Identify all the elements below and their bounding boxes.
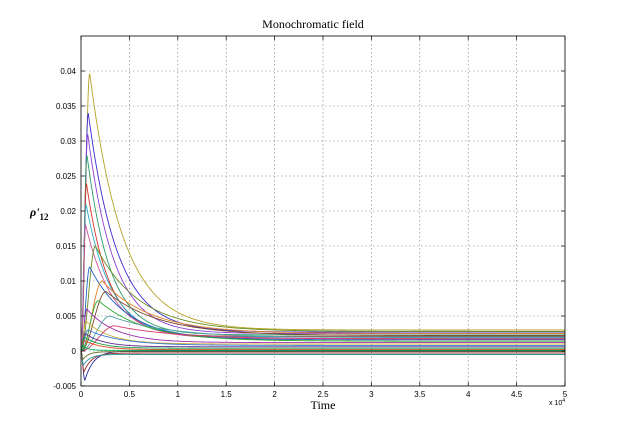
y-tick-label: 0.015: [56, 242, 77, 251]
x-tick-label: 5: [563, 390, 568, 399]
series-line-10: [81, 280, 565, 352]
series-line-12: [81, 300, 565, 352]
x-axis-exponent-base: x 10: [549, 400, 562, 407]
x-tick-label: 3: [369, 390, 374, 399]
series-line-11: [81, 291, 565, 352]
y-tick-label: 0.035: [56, 102, 77, 111]
x-tick-label: 2.5: [317, 390, 329, 399]
series-line-2: [80, 113, 565, 352]
x-tick-label: 0: [79, 390, 84, 399]
x-tick-label: 1.5: [221, 390, 233, 399]
y-axis-label-subscript: 12: [40, 212, 50, 222]
x-tick-label: 0.5: [124, 390, 136, 399]
series-line-14: [81, 315, 565, 352]
y-tick-label: 0.01: [60, 277, 76, 286]
series-line-1: [80, 73, 565, 352]
chart-title: Monochromatic field: [262, 17, 364, 31]
series-line-16: [81, 325, 565, 352]
y-axis-label-symbol: ρ': [29, 205, 40, 219]
series-layer: [80, 73, 565, 381]
x-axis-exponent: x 104: [549, 398, 565, 407]
y-tick-label: -0.005: [53, 382, 76, 391]
series-line-17: [80, 329, 565, 352]
series-line-25: [80, 344, 565, 352]
series-line-23: [80, 350, 565, 366]
y-tick-label: 0.025: [56, 172, 77, 181]
series-line-18: [80, 333, 565, 352]
series-line-13: [80, 308, 565, 352]
series-line-21: [80, 350, 565, 381]
x-tick-label: 4.5: [511, 390, 523, 399]
y-tick-label: 0.04: [60, 67, 76, 76]
x-tick-label: 1: [176, 390, 181, 399]
series-line-8: [80, 245, 565, 352]
x-tick-label: 3.5: [414, 390, 426, 399]
x-axis-exponent-power: 4: [562, 398, 565, 404]
series-line-15: [80, 320, 565, 352]
y-tick-label: 0.005: [56, 312, 77, 321]
series-line-9: [80, 266, 565, 352]
x-tick-label: 4: [466, 390, 471, 399]
y-axis-label: ρ'12: [29, 205, 49, 222]
series-line-24: [80, 350, 565, 361]
series-line-20: [80, 340, 565, 352]
x-tick-label: 2: [272, 390, 277, 399]
x-axis-label: Time: [311, 398, 336, 412]
y-tick-label: 0.02: [60, 207, 76, 216]
tick-layer: 0 0.5 1 1.5 2 2.5 3 3.5 4 4.5 5-0.00500.0050.010.0…: [53, 36, 568, 399]
series-line-19: [80, 336, 565, 352]
y-tick-label: 0.03: [60, 137, 76, 146]
y-tick-label: 0: [72, 347, 77, 356]
